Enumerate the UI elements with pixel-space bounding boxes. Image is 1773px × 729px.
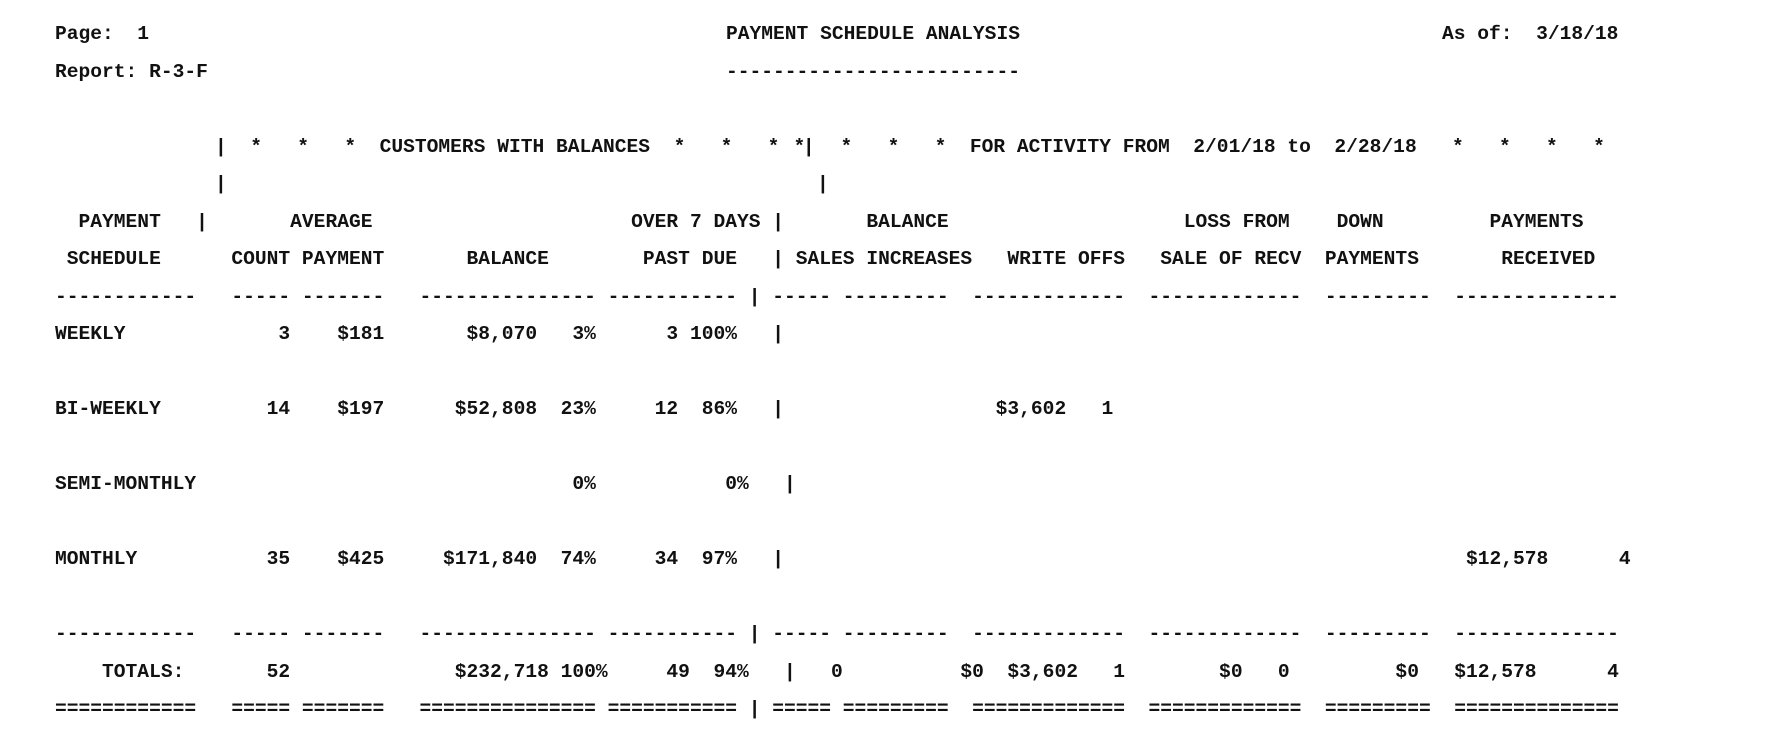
banner-left-bar: |	[215, 173, 227, 195]
totals-row: TOTALS: 52 $232,718 100% 49 94% | 0 $0 $…	[55, 660, 1619, 683]
title-underline: -------------------------	[726, 60, 1020, 83]
header-line-2: Report: R-3-F -------------------------	[55, 54, 1631, 92]
as-of-date: As of: 3/18/18	[1442, 23, 1619, 45]
totals-double-rule: ============ ===== ======= =============…	[55, 698, 1619, 720]
customers-with-balances-banner: | * * * CUSTOMERS WITH BALANCES * * * |	[215, 135, 815, 158]
blank-line	[55, 429, 1631, 467]
blank-line	[55, 504, 1631, 542]
header-line-1: Page: 1 PAYMENT SCHEDULE ANALYSIS As of: 3…	[55, 16, 1631, 54]
banner-right-bar: |	[817, 173, 829, 195]
table-row-monthly: MONTHLY 35 $425 $171,840 74% 34 97% | $1…	[55, 548, 1631, 570]
activity-period-banner: * * * * FOR ACTIVITY FROM 2/01/18 to 2/2…	[770, 135, 1605, 158]
banner-spacer-line: | |	[55, 166, 1631, 204]
blank-line	[55, 91, 1631, 129]
table-row-weekly: WEEKLY 3 $181 $8,070 3% 3 100% |	[55, 323, 785, 345]
blank-line	[55, 579, 1631, 617]
banner-line: | * * * CUSTOMERS WITH BALANCES * * * | …	[55, 129, 1631, 167]
table-row-semi-monthly: SEMI-MONTHLY 0% 0% |	[55, 473, 796, 495]
column-header-row-2: SCHEDULE COUNT PAYMENT BALANCE PAST DUE …	[55, 248, 1596, 270]
column-header-row-1: PAYMENT | AVERAGE OVER 7 DAYS | BALANCE …	[55, 210, 1584, 233]
page-number: Page: 1	[55, 23, 150, 45]
report-id: Report: R-3-F	[55, 60, 208, 83]
totals-rule: ------------ ----- ------- -------------…	[55, 623, 1619, 645]
report-page: Page: 1 PAYMENT SCHEDULE ANALYSIS As of: 3…	[55, 16, 1631, 729]
blank-line	[55, 354, 1631, 392]
table-row-bi-weekly: BI-WEEKLY 14 $197 $52,808 23% 12 86% | $…	[55, 398, 1114, 420]
report-title: PAYMENT SCHEDULE ANALYSIS	[726, 23, 1020, 45]
column-header-rule: ------------ ----- ------- -------------…	[55, 285, 1619, 308]
